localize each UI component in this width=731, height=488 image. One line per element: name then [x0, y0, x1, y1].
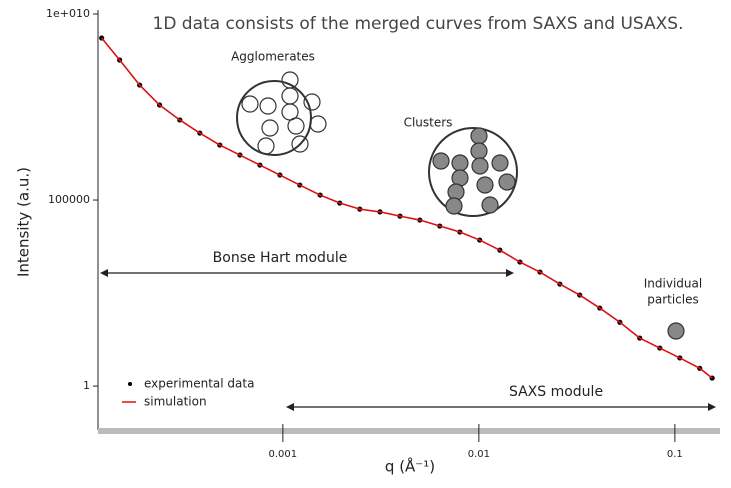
x-tick-label: 0.1 — [667, 449, 683, 460]
cluster-icon — [428, 127, 518, 217]
legend-label: experimental data — [144, 377, 254, 391]
legend-swatch — [128, 382, 132, 386]
annotation: SAXS module — [509, 384, 603, 400]
annotation: Clusters — [404, 116, 453, 130]
annotation: particles — [647, 293, 699, 307]
chart-title: 1D data consists of the merged curves fr… — [153, 14, 684, 34]
y-tick-label: 100000 — [48, 193, 90, 206]
y-tick-label: 1e+010 — [46, 7, 90, 20]
x-tick-label: 0.001 — [269, 449, 298, 460]
simulation-line — [101, 37, 713, 379]
x-axis-label: q (Å⁻¹) — [385, 457, 435, 476]
y-tick-label: 1 — [83, 379, 90, 392]
x-tick-label: 0.01 — [468, 449, 490, 460]
arrows — [100, 269, 716, 411]
annotation: Bonse Hart module — [213, 250, 348, 266]
legend-label: simulation — [144, 395, 207, 409]
agglomerate-icon — [236, 71, 327, 156]
particle-icon — [667, 322, 685, 340]
annotation: Agglomerates — [231, 50, 315, 64]
x-axis — [98, 428, 720, 434]
annotation: Individual — [644, 277, 702, 291]
y-axis-label: Intensity (a.u.) — [15, 167, 33, 277]
